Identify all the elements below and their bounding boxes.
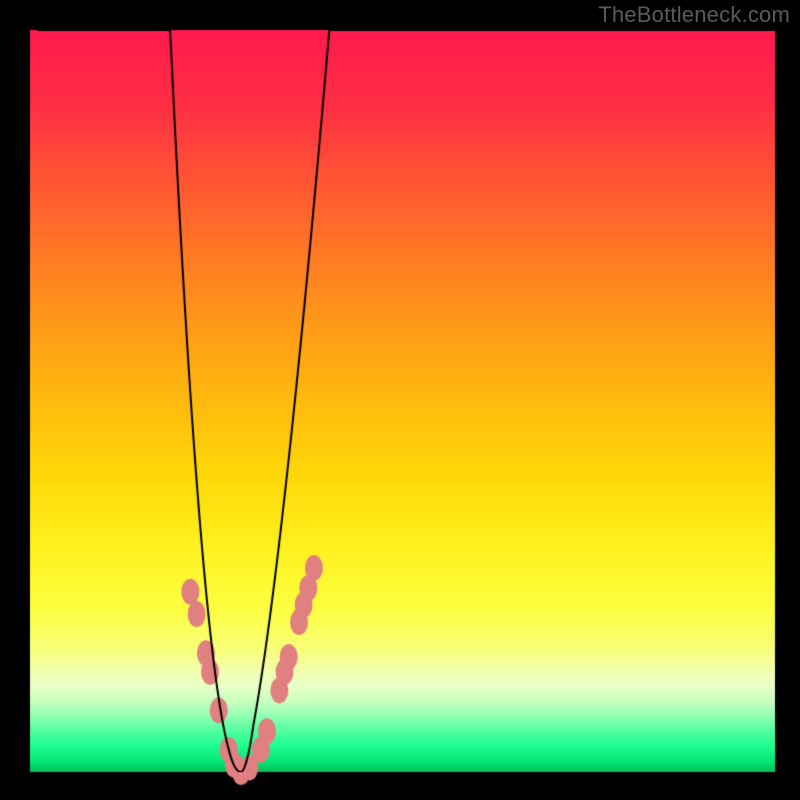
chart-root: TheBottleneck.com [0, 0, 800, 800]
chart-canvas [0, 0, 800, 800]
watermark-text: TheBottleneck.com [598, 2, 790, 28]
